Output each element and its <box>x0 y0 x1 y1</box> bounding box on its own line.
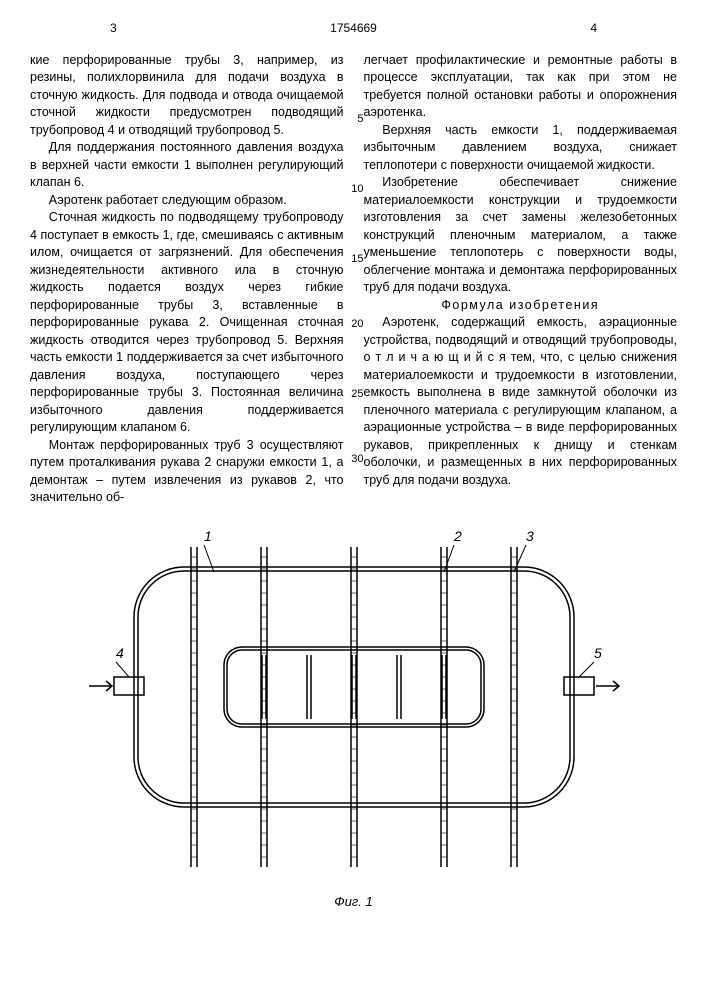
page-header: 3 1754669 4 <box>30 20 677 37</box>
paragraph: легчает профилактические и ремонтные раб… <box>364 52 678 122</box>
right-column: 5 10 15 20 25 30 легчает профилактически… <box>364 52 678 507</box>
paragraph: Сточная жидкость по подводящему трубопро… <box>30 209 344 437</box>
paragraph: Монтаж перфорированных труб 3 осуществля… <box>30 437 344 507</box>
paragraph: Изобретение обеспечивает снижение матери… <box>364 174 678 297</box>
page-number-left: 3 <box>110 20 117 37</box>
line-marker: 30 <box>350 452 364 467</box>
paragraph: Аэротенк, содержащий емкость, аэрационны… <box>364 314 678 489</box>
line-marker: 20 <box>350 317 364 332</box>
line-marker: 5 <box>350 112 364 127</box>
text-columns: кие перфорированные трубы 3, например, и… <box>30 52 677 507</box>
left-column: кие перфорированные трубы 3, например, и… <box>30 52 344 507</box>
line-marker: 25 <box>350 387 364 402</box>
page-number-right: 4 <box>590 20 597 37</box>
figure-svg: 1 2 3 4 5 <box>74 527 634 887</box>
document-number: 1754669 <box>330 20 377 37</box>
paragraph: Верхняя часть емкости 1, поддерживаемая … <box>364 122 678 175</box>
paragraph: кие перфорированные трубы 3, например, и… <box>30 52 344 140</box>
svg-text:4: 4 <box>116 645 124 661</box>
svg-text:5: 5 <box>594 645 602 661</box>
paragraph: Аэротенк работает следующим образом. <box>30 192 344 210</box>
line-marker: 10 <box>350 182 364 197</box>
svg-text:2: 2 <box>453 528 462 544</box>
svg-text:3: 3 <box>526 528 534 544</box>
figure: 1 2 3 4 5 Фиг. 1 <box>30 527 677 911</box>
svg-text:1: 1 <box>204 528 212 544</box>
figure-caption: Фиг. 1 <box>30 893 677 911</box>
paragraph: Для поддержания постоянного давления воз… <box>30 139 344 192</box>
line-marker: 15 <box>350 252 364 267</box>
formula-title: Формула изобретения <box>364 297 678 315</box>
